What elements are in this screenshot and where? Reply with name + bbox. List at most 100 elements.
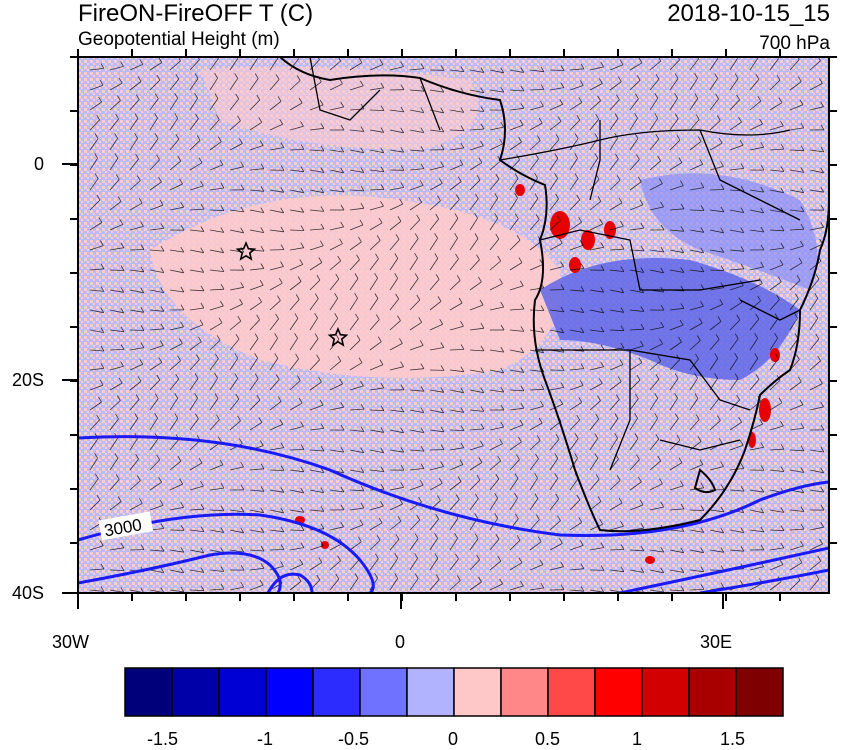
wind-barb: [289, 469, 304, 473]
wind-barb-flag: [216, 414, 220, 420]
wind-barb-flag: [100, 563, 105, 570]
wind-barb-flag: [655, 433, 660, 440]
wind-barb-flag: [200, 480, 204, 487]
wind-barb: [229, 166, 244, 171]
wind-barb: [509, 285, 524, 291]
wind-barb-flag: [700, 566, 705, 572]
wind-barb: [729, 57, 738, 71]
wind-barb-flag: [478, 276, 482, 283]
wind-barb-flag: [400, 482, 405, 488]
wind-barb: [469, 389, 484, 394]
wind-barb: [629, 527, 644, 531]
wind-barb: [769, 148, 785, 151]
colorbar-label: 1: [632, 729, 643, 749]
wind-barb-flag: [137, 76, 142, 82]
wind-barb: [289, 281, 302, 291]
wind-barb-flag: [214, 372, 218, 379]
wind-barb-flag: [580, 263, 585, 269]
wind-barb: [349, 385, 364, 391]
wind-barb: [229, 358, 239, 371]
wind-barb-flag: [377, 336, 382, 342]
wind-barb-flag: [715, 93, 719, 100]
wind-barb-flag: [180, 502, 185, 508]
wind-barb-flag: [595, 113, 600, 120]
wind-barb-flag: [177, 57, 181, 62]
wind-barb: [329, 298, 339, 311]
wind-barb: [569, 85, 584, 91]
wind-barb: [409, 389, 424, 392]
wind-barb-flag: [574, 152, 578, 159]
wind-barb-flag: [660, 501, 665, 508]
wind-barb: [549, 198, 559, 211]
wind-barb: [649, 506, 664, 511]
wind-barb: [209, 119, 220, 131]
wind-barb-flag: [434, 233, 438, 239]
wind-barb-flag: [638, 476, 642, 483]
wind-barb: [729, 144, 744, 151]
wind-barb-flag: [576, 114, 581, 121]
wind-barb-flag: [720, 547, 725, 553]
wind-barb: [609, 180, 621, 191]
wind-barb: [809, 298, 819, 311]
wind-barb: [389, 578, 399, 591]
geopotential-contours: [78, 435, 829, 593]
wind-barb-flag: [259, 579, 264, 586]
wind-barb: [129, 249, 145, 251]
wind-barb-flag: [597, 395, 601, 401]
wind-barb: [289, 509, 304, 513]
wind-barb-flag: [619, 359, 624, 365]
wind-barb: [489, 160, 501, 171]
wind-barb: [149, 269, 164, 273]
wind-barb: [589, 223, 603, 231]
wind-barb-flag: [280, 226, 285, 233]
wind-barb-flag: [614, 413, 619, 419]
wind-barb: [469, 581, 482, 591]
wind-barb-flag: [574, 133, 579, 139]
wind-barb-flag: [800, 187, 805, 193]
wind-barb: [749, 583, 763, 591]
wind-barb: [529, 519, 540, 531]
wind-barb: [569, 478, 579, 491]
wind-barb-flag: [580, 363, 585, 369]
wind-barb: [129, 81, 142, 91]
wind-barb-flag: [320, 223, 325, 230]
wind-barb-flag: [640, 222, 645, 229]
wind-barb-flag: [740, 246, 745, 252]
wind-barb: [129, 309, 144, 313]
wind-barb-flag: [380, 483, 385, 490]
wind-barb-flag: [275, 74, 280, 80]
wind-barb: [389, 486, 404, 491]
lat-label: 20S: [11, 370, 44, 390]
wind-barb: [249, 145, 264, 151]
wind-barb-flag: [616, 94, 620, 100]
wind-barb: [509, 562, 523, 571]
wind-barb-flag: [560, 561, 564, 567]
wind-barb-flag: [800, 240, 804, 247]
colorbar-box: [265, 667, 314, 717]
wind-barb-flag: [180, 224, 185, 231]
wind-barb: [149, 417, 158, 431]
wind-barb-flag: [260, 163, 265, 169]
wind-barb: [389, 320, 401, 331]
wind-barb: [689, 419, 700, 431]
wind-barb: [169, 118, 179, 131]
wind-barb: [389, 298, 400, 311]
wind-barb: [589, 200, 602, 211]
wind-barb: [389, 109, 404, 113]
wind-barb-flag: [479, 440, 484, 446]
wind-barb-flag: [734, 352, 738, 359]
wind-barb: [369, 558, 379, 571]
wind-barb-flag: [380, 82, 385, 89]
wind-barb: [529, 140, 541, 151]
wind-barb-flag: [514, 492, 518, 499]
wind-barb-flag: [557, 215, 561, 221]
wind-barb: [309, 469, 324, 473]
wind-barb-flag: [740, 463, 745, 469]
wind-barb: [149, 249, 165, 252]
wind-barb: [689, 378, 698, 391]
wind-barb: [749, 566, 764, 571]
wind-barb-flag: [138, 197, 143, 204]
wind-barb: [629, 309, 644, 312]
wind-barb: [469, 89, 484, 94]
wind-barb-flag: [634, 433, 639, 439]
